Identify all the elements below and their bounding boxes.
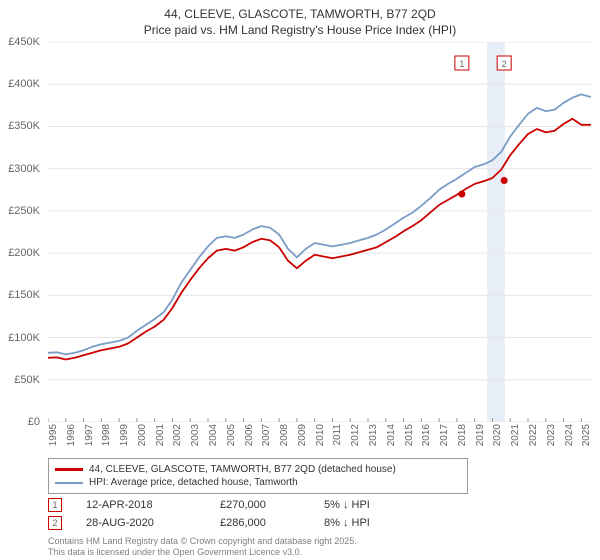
y-tick-label: £450K xyxy=(8,36,40,48)
x-tick-label: 2019 xyxy=(475,424,486,446)
x-tick-label: 1996 xyxy=(66,424,77,446)
x-axis: 1995 1996 1997 1998 1999 2000 2001 2002 2003 2004… xyxy=(48,424,592,456)
x-tick-label: 2000 xyxy=(137,424,148,446)
legend-label-price-paid: 44, CLEEVE, GLASCOTE, TAMWORTH, B77 2QD … xyxy=(89,464,396,475)
legend-label-hpi: HPI: Average price, detached house, Tamw… xyxy=(89,477,298,488)
x-tick-label: 2010 xyxy=(315,424,326,446)
callout-box-1: 1 xyxy=(48,498,62,512)
x-tick-label: 1997 xyxy=(84,424,95,446)
y-tick-label: £150K xyxy=(8,289,40,301)
y-tick-label: £400K xyxy=(8,78,40,90)
chart-container: 44, CLEEVE, GLASCOTE, TAMWORTH, B77 2QD … xyxy=(0,0,600,560)
x-tick-label: 2002 xyxy=(172,424,183,446)
x-tick-label: 2016 xyxy=(421,424,432,446)
legend-row-price-paid: 44, CLEEVE, GLASCOTE, TAMWORTH, B77 2QD … xyxy=(55,463,461,476)
footer-line-2: This data is licensed under the Open Gov… xyxy=(48,547,357,558)
y-tick-label: £300K xyxy=(8,163,40,175)
x-tick-label: 1995 xyxy=(48,424,59,446)
y-tick-label: £0 xyxy=(28,416,40,428)
y-tick-label: £100K xyxy=(8,332,40,344)
y-axis: £0£50K£100K£150K£200K£250K£300K£350K£400… xyxy=(0,42,44,422)
legend-row-hpi: HPI: Average price, detached house, Tamw… xyxy=(55,476,461,489)
x-tick-label: 2025 xyxy=(581,424,592,446)
callout-box-2: 2 xyxy=(48,516,62,530)
svg-text:2: 2 xyxy=(502,59,507,69)
x-tick-label: 2007 xyxy=(261,424,272,446)
y-tick-label: £200K xyxy=(8,247,40,259)
x-tick-label: 2008 xyxy=(279,424,290,446)
x-tick-label: 2021 xyxy=(510,424,521,446)
x-tick-label: 2001 xyxy=(155,424,166,446)
x-tick-label: 1999 xyxy=(119,424,130,446)
x-tick-label: 2005 xyxy=(226,424,237,446)
x-tick-label: 2004 xyxy=(208,424,219,446)
chart-svg: 12 xyxy=(48,42,592,422)
chart-area: 12 xyxy=(48,42,592,422)
y-tick-label: £250K xyxy=(8,205,40,217)
y-tick-label: £50K xyxy=(14,374,40,386)
x-tick-label: 1998 xyxy=(101,424,112,446)
title-area: 44, CLEEVE, GLASCOTE, TAMWORTH, B77 2QD … xyxy=(0,0,600,38)
callout-diff-1: 5% ↓ HPI xyxy=(324,499,404,511)
x-tick-label: 2011 xyxy=(332,424,343,446)
x-tick-label: 2009 xyxy=(297,424,308,446)
legend-swatch-hpi xyxy=(55,482,83,484)
footer: Contains HM Land Registry data © Crown c… xyxy=(48,536,357,559)
title-line-1: 44, CLEEVE, GLASCOTE, TAMWORTH, B77 2QD xyxy=(0,6,600,22)
x-tick-label: 2023 xyxy=(546,424,557,446)
x-tick-label: 2003 xyxy=(190,424,201,446)
y-tick-label: £350K xyxy=(8,120,40,132)
callout-date-2: 28-AUG-2020 xyxy=(86,517,196,529)
callout-row-1: 1 12-APR-2018 £270,000 5% ↓ HPI xyxy=(48,498,588,512)
x-tick-label: 2024 xyxy=(564,424,575,446)
x-tick-label: 2020 xyxy=(492,424,503,446)
x-tick-label: 2013 xyxy=(368,424,379,446)
legend: 44, CLEEVE, GLASCOTE, TAMWORTH, B77 2QD … xyxy=(48,458,468,494)
x-tick-label: 2006 xyxy=(244,424,255,446)
x-tick-label: 2022 xyxy=(528,424,539,446)
x-tick-label: 2012 xyxy=(350,424,361,446)
legend-swatch-price-paid xyxy=(55,468,83,471)
x-tick-label: 2017 xyxy=(439,424,450,446)
svg-text:1: 1 xyxy=(459,59,464,69)
x-tick-label: 2015 xyxy=(404,424,415,446)
callout-date-1: 12-APR-2018 xyxy=(86,499,196,511)
x-tick-label: 2014 xyxy=(386,424,397,446)
callout-price-1: £270,000 xyxy=(220,499,300,511)
callout-price-2: £286,000 xyxy=(220,517,300,529)
x-tick-label: 2018 xyxy=(457,424,468,446)
callout-row-2: 2 28-AUG-2020 £286,000 8% ↓ HPI xyxy=(48,516,588,530)
callout-diff-2: 8% ↓ HPI xyxy=(324,517,404,529)
title-line-2: Price paid vs. HM Land Registry's House … xyxy=(0,22,600,38)
footer-line-1: Contains HM Land Registry data © Crown c… xyxy=(48,536,357,547)
